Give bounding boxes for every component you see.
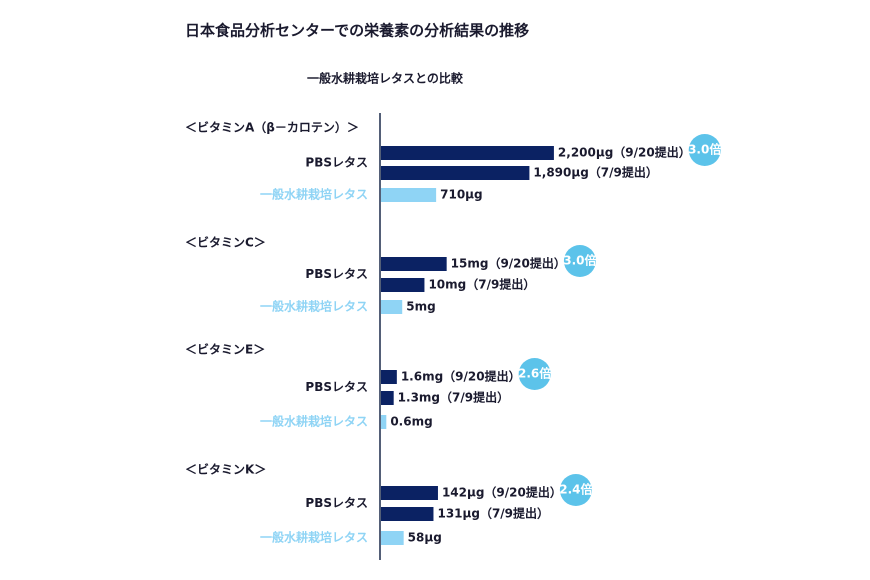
series-label: PBSレタス [305,380,368,394]
group-label: ＜ビタミンA（β－カロテン）＞ [185,120,359,135]
chart-title: 日本食品分析センターでの栄養素の分析結果の推移 [185,22,529,40]
bar [381,507,434,521]
value-label: 15mg（9/20提出） [451,256,566,271]
bar [381,300,403,314]
value-label: 2,200μg（9/20提出） [558,145,691,160]
value-label: 710μg [440,188,482,202]
bar [381,188,437,202]
series-label: PBSレタス [305,496,368,510]
ratio-badge-label: 2.6倍 [518,366,551,381]
chart-subtitle: 一般水耕栽培レタスとの比較 [307,71,464,86]
series-label: 一般水耕栽培レタス [260,299,368,314]
ratio-badge [688,134,721,166]
bar [381,391,394,405]
ratio-badge [518,358,551,390]
bar [381,146,554,160]
series-label: 一般水耕栽培レタス [260,530,368,545]
bar [381,370,397,384]
bar [381,486,438,500]
value-label: 142μg（9/20提出） [442,485,562,500]
bar [381,531,404,545]
value-label: 1,890μg（7/9提出） [533,165,657,180]
value-label: 10mg（7/9提出） [428,277,535,292]
value-label: 58μg [408,531,442,545]
ratio-badge-label: 2.4倍 [559,482,592,497]
ratio-badge [563,245,596,277]
bar [381,278,425,292]
value-label: 5mg [406,300,435,314]
bar [381,257,447,271]
group-label: ＜ビタミンK＞ [185,462,266,477]
value-label: 0.6mg [390,415,432,429]
value-label: 1.3mg（7/9提出） [398,390,509,405]
group-label: ＜ビタミンC＞ [185,235,266,250]
bar [381,415,387,429]
ratio-badge [559,474,592,506]
series-label: PBSレタス [305,267,368,281]
value-label: 1.6mg（9/20提出） [401,369,521,384]
value-label: 131μg（7/9提出） [437,506,549,521]
series-label: 一般水耕栽培レタス [260,187,368,202]
bar [381,166,530,180]
group-label: ＜ビタミンE＞ [185,342,265,357]
ratio-badge-label: 3.0倍 [563,253,596,268]
ratio-badge-label: 3.0倍 [688,142,721,157]
series-label: PBSレタス [305,156,368,170]
series-label: 一般水耕栽培レタス [260,414,368,429]
